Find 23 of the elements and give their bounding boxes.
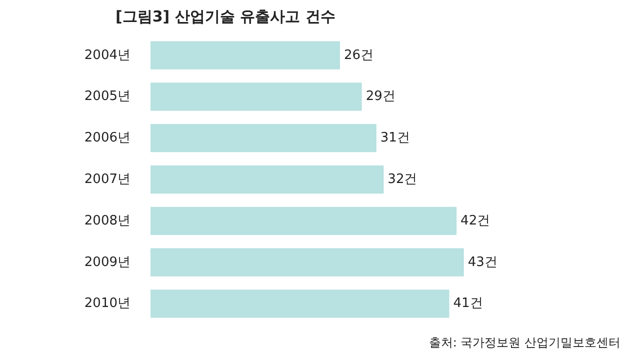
data-label: 32건	[388, 172, 418, 187]
bar	[150, 41, 340, 70]
y-tick-label: 2008년	[84, 213, 131, 228]
y-tick-label: 2004년	[84, 48, 131, 63]
y-tick-label: 2006년	[84, 130, 131, 146]
data-label: 26건	[344, 48, 374, 63]
source-note: 출처: 국가정보원 산업기밀보호센터	[428, 336, 620, 350]
y-tick-label: 2005년	[84, 89, 131, 104]
y-tick-label: 2010년	[84, 296, 131, 312]
bar	[150, 82, 362, 111]
bar	[150, 124, 376, 152]
bar	[150, 165, 384, 194]
data-label: 42건	[460, 213, 490, 228]
data-label: 43건	[468, 254, 498, 270]
y-tick-label: 2009년	[84, 254, 131, 270]
bar	[150, 290, 450, 318]
bar	[150, 206, 457, 235]
bar	[150, 248, 464, 276]
data-label: 29건	[366, 89, 396, 104]
y-tick-label: 2007년	[84, 172, 131, 187]
data-label: 41건	[453, 296, 483, 312]
chart-title: [그림3] 산업기술 유출사고 건수	[116, 8, 336, 26]
data-label: 31건	[380, 130, 410, 146]
